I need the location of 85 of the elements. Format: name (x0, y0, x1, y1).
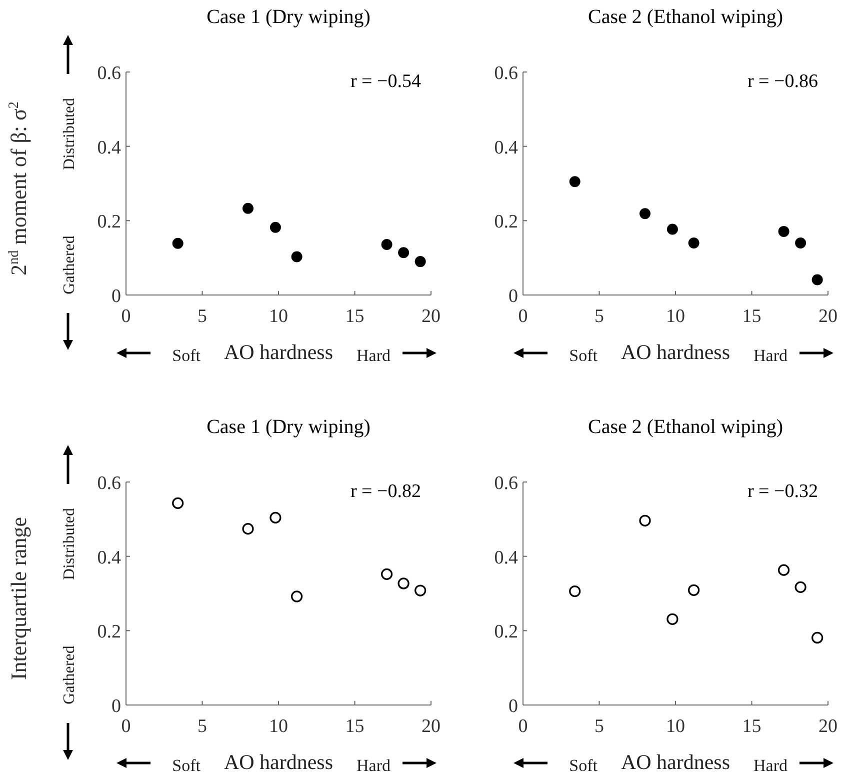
x-tick-label: 20 (818, 716, 838, 737)
point (291, 590, 303, 602)
text: Soft (569, 346, 598, 365)
y-tick-label: 0 (508, 696, 518, 717)
text: Gathered (61, 646, 78, 704)
point (414, 256, 426, 268)
point (398, 247, 410, 258)
x-tick-label: 15 (345, 306, 364, 327)
point (688, 237, 700, 248)
x-tick-label: 15 (742, 716, 762, 737)
chart-title: Case 2 (Ethanol wiping) (588, 416, 783, 438)
point (172, 497, 184, 509)
text: Hard (754, 756, 788, 775)
point (398, 578, 410, 590)
x-tick-label: 15 (345, 716, 364, 737)
y-tick-label: 0.4 (97, 547, 122, 568)
text: Soft (172, 756, 201, 775)
y-axis-title: Interquartile range (6, 516, 31, 680)
point (569, 585, 581, 598)
text: Hard (754, 346, 788, 365)
chart-title: Case 1 (Dry wiping) (206, 416, 370, 438)
annotation: r = −0.82 (350, 481, 421, 502)
x-tick-label: 10 (269, 306, 288, 327)
y-tick-label: 0.2 (97, 212, 121, 233)
point (795, 237, 806, 248)
text: Hard (356, 346, 391, 365)
x-axis-title: AO hardness (620, 750, 730, 774)
point (381, 238, 392, 250)
x-tick-label: 5 (198, 716, 207, 737)
text: Distributed (61, 508, 78, 580)
y-tick-label: 0 (112, 696, 121, 717)
annotation: r = −0.32 (747, 481, 818, 502)
point (666, 224, 678, 235)
point (172, 238, 184, 249)
x-tick-label: 15 (742, 306, 762, 327)
x-tick-label: 20 (818, 306, 838, 327)
y-tick-label: 0.4 (97, 137, 122, 158)
text: Distributed (61, 98, 78, 170)
chart-title: Case 2 (Ethanol wiping) (588, 6, 783, 28)
y-tick-label: 0.6 (494, 63, 518, 84)
point (812, 632, 824, 644)
x-tick-label: 20 (422, 716, 440, 737)
text: Gathered (61, 236, 78, 294)
x-axis-title: AO hardness (224, 750, 334, 774)
y-tick-label: 0.6 (494, 473, 518, 494)
point (639, 514, 651, 526)
x-axis-title: AO hardness (620, 340, 730, 364)
x-tick-label: 10 (666, 306, 685, 327)
y-tick-label: 0 (508, 286, 518, 307)
y-tick-label: 0.6 (97, 473, 121, 494)
x-tick-label: 20 (422, 306, 440, 327)
point (242, 202, 254, 214)
x-tick-label: 5 (198, 306, 207, 327)
point (569, 176, 580, 188)
point (778, 226, 790, 237)
point (270, 222, 281, 233)
point (380, 568, 393, 580)
chart-title: Case 1 (Dry wiping) (206, 6, 370, 28)
point (794, 581, 806, 593)
text: Soft (569, 756, 598, 775)
point (291, 251, 302, 262)
y-tick-label: 0.2 (97, 622, 121, 643)
point (640, 208, 650, 220)
y-tick-label: 0.2 (494, 212, 518, 233)
x-tick-label: 10 (666, 716, 685, 737)
y-tick-label: 0.4 (494, 547, 518, 568)
point (688, 584, 700, 596)
y-tick-label: 0 (112, 286, 121, 307)
y-tick-label: 0.4 (494, 137, 518, 158)
text: Hard (356, 756, 391, 775)
x-axis-title: AO hardness (224, 340, 334, 364)
point (270, 512, 282, 524)
point (812, 274, 823, 286)
point (778, 564, 790, 576)
annotation: r = −0.54 (350, 71, 422, 92)
point (414, 584, 426, 596)
y-tick-label: 0.2 (494, 622, 518, 643)
point (666, 613, 678, 625)
x-tick-label: 10 (269, 716, 288, 737)
x-tick-label: 5 (594, 716, 604, 737)
annotation: r = −0.86 (747, 71, 818, 92)
y-tick-label: 0.6 (97, 63, 121, 84)
text: Soft (172, 346, 201, 365)
x-tick-label: 5 (594, 306, 604, 327)
point (242, 523, 254, 535)
